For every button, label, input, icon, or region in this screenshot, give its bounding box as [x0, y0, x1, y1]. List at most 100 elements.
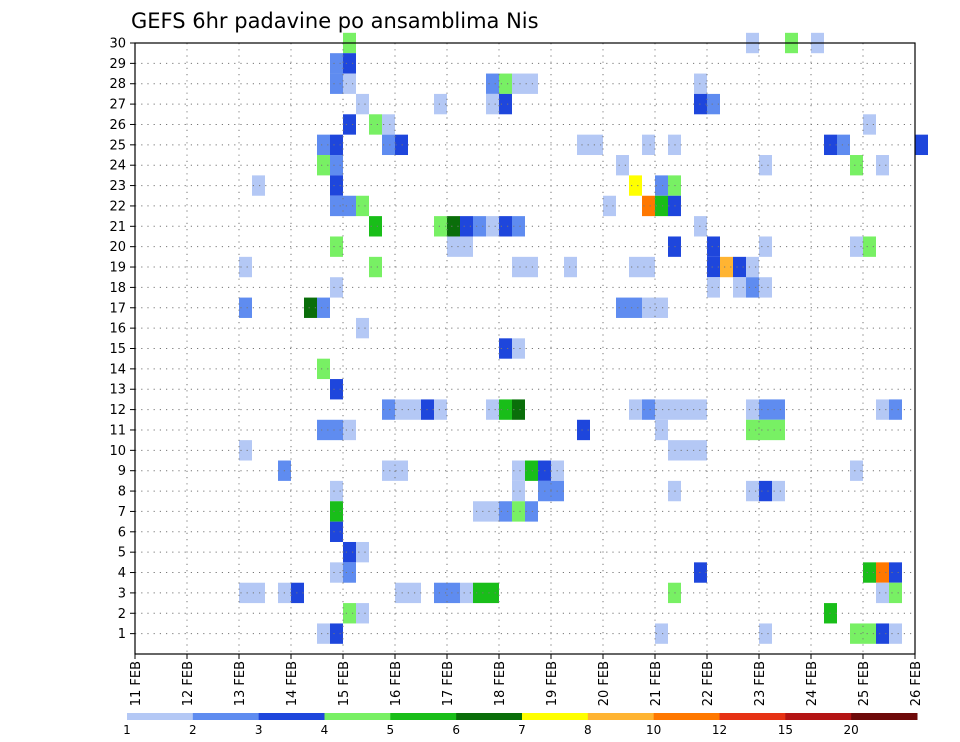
colorbar-label-6: 6 [452, 723, 460, 737]
cell-m11-t16 [343, 419, 356, 441]
cell-m12-t43 [694, 399, 707, 420]
cell-m26-t16 [343, 114, 356, 135]
colorbar-label-5: 5 [387, 723, 395, 737]
cell-m20-t44 [707, 236, 720, 257]
cell-m29-t16 [343, 53, 356, 74]
cell-m22-t36 [603, 195, 616, 217]
cell-m24-t48 [759, 155, 772, 176]
cell-m18-t15 [330, 277, 343, 298]
cell-m18-t47 [746, 277, 759, 298]
y-tick-label-25: 25 [109, 138, 126, 153]
y-tick-label-11: 11 [109, 423, 126, 438]
cell-m19-t29 [512, 256, 525, 278]
cell-m12-t58 [889, 399, 902, 420]
cell-m4-t58 [889, 562, 902, 583]
cell-m27-t43 [694, 93, 707, 115]
cell-m25-t15 [330, 134, 343, 156]
cell-m19-t38 [629, 256, 642, 278]
cell-m19-t47 [746, 256, 759, 278]
cell-m19-t46 [733, 256, 746, 278]
colorbar-label-15: 15 [778, 723, 793, 737]
cell-m1-t14 [317, 623, 330, 644]
grid-lines [135, 42, 915, 654]
cell-m28-t16 [343, 73, 356, 94]
x-tick-label-6: 17 FEB [441, 661, 456, 706]
cell-m21-t43 [694, 216, 707, 237]
colorbar-swatch-7 [522, 713, 589, 720]
y-tick-label-12: 12 [109, 403, 126, 418]
colorbar-swatch-11 [785, 713, 852, 720]
cell-m7-t15 [330, 501, 343, 522]
cell-m1-t40 [655, 623, 668, 644]
colorbar-label-20: 20 [844, 723, 859, 737]
colorbar-swatch-6 [456, 713, 523, 720]
cell-m11-t48 [759, 419, 772, 441]
cell-m19-t8 [239, 256, 252, 278]
cell-m12-t48 [759, 399, 772, 420]
colorbar-label-4: 4 [321, 723, 329, 737]
cell-m20-t56 [863, 236, 876, 257]
cell-m19-t33 [564, 256, 577, 278]
cell-m7-t28 [499, 501, 512, 522]
cell-m13-t15 [330, 379, 343, 400]
x-axis: 11 FEB 12 FEB 13 FEB 14 FEB 15 FEB 16 FEB 17 F… [129, 654, 924, 706]
x-tick-label-1: 12 FEB [181, 661, 196, 706]
cell-m19-t45 [720, 256, 733, 278]
cell-m20-t55 [850, 236, 863, 257]
x-tick-label-15: 26 FEB [909, 661, 924, 706]
cell-m11-t34 [577, 419, 590, 441]
colorbar-label-3: 3 [255, 723, 263, 737]
cell-m17-t14 [317, 297, 330, 318]
cell-m21-t28 [499, 216, 512, 237]
x-tick-label-13: 24 FEB [805, 661, 820, 706]
cell-m29-t15 [330, 53, 343, 74]
cell-m28-t28 [499, 73, 512, 94]
y-axis: 1234567891011121314151617181920212223242… [109, 37, 135, 642]
cell-m25-t20 [395, 134, 408, 156]
colorbar-label-8: 8 [584, 723, 592, 737]
cell-m1-t15 [330, 623, 343, 644]
cell-m25-t14 [317, 134, 330, 156]
y-tick-label-15: 15 [109, 342, 126, 357]
cell-m4-t16 [343, 562, 356, 583]
chart-title: GEFS 6hr padavine po ansamblima Nis [131, 9, 539, 33]
cell-m17-t37 [616, 297, 629, 318]
cell-m2-t16 [343, 603, 356, 624]
cell-m21-t27 [486, 216, 499, 237]
cell-m28-t15 [330, 73, 343, 94]
cell-m21-t29 [512, 216, 525, 237]
y-tick-label-8: 8 [118, 485, 126, 500]
cell-m12-t29 [512, 399, 525, 420]
cell-m12-t19 [382, 399, 395, 420]
y-tick-label-9: 9 [118, 464, 126, 479]
y-tick-label-4: 4 [118, 566, 126, 581]
y-tick-label-2: 2 [118, 607, 126, 622]
cell-m16-t17 [356, 317, 369, 339]
cell-m3-t58 [889, 582, 902, 604]
colorbar-swatch-9 [653, 713, 720, 720]
cell-m24-t55 [850, 155, 863, 176]
cell-m4-t15 [330, 562, 343, 583]
cell-m9-t29 [512, 460, 525, 481]
heatmap-cells [239, 32, 928, 644]
cell-m17-t40 [655, 297, 668, 318]
colorbar-label-12: 12 [712, 723, 727, 737]
cell-m25-t35 [590, 134, 603, 156]
cell-m12-t47 [746, 399, 759, 420]
cell-m23-t9 [252, 175, 265, 196]
cell-m3-t9 [252, 582, 265, 604]
cell-m21-t25 [460, 216, 473, 237]
cell-m18-t44 [707, 277, 720, 298]
cell-m23-t15 [330, 175, 343, 196]
cell-m27-t27 [486, 93, 499, 115]
cell-m24-t14 [317, 155, 330, 176]
cell-m15-t29 [512, 338, 525, 359]
colorbar-label-7: 7 [518, 723, 526, 737]
colorbar-swatch-3 [258, 713, 325, 720]
x-tick-label-9: 20 FEB [597, 661, 612, 706]
y-tick-label-6: 6 [118, 525, 126, 540]
y-tick-label-26: 26 [109, 118, 126, 133]
colorbar-swatch-4 [324, 713, 391, 720]
cell-m26-t19 [382, 114, 395, 135]
cell-m26-t18 [369, 114, 382, 135]
